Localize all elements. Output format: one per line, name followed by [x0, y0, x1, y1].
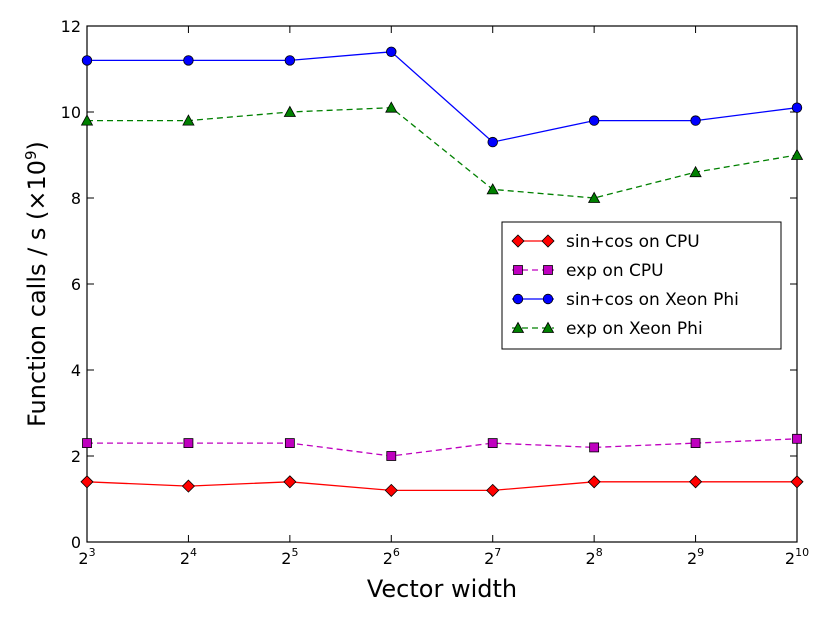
data-point [181, 479, 195, 493]
series-line [87, 107, 798, 199]
x-tick-label: 28 [586, 546, 603, 568]
data-point [487, 136, 498, 148]
x-tick-base: 2 [180, 549, 190, 568]
y-tick-label: 4 [71, 361, 81, 380]
data-point [690, 438, 701, 449]
data-point [283, 475, 297, 489]
x-tick-label: 210 [785, 546, 809, 568]
x-tick-label: 29 [687, 546, 704, 568]
y-axis-label-unit-prefix: (×10 [23, 160, 51, 220]
legend-marker [542, 293, 554, 305]
data-point [385, 101, 398, 113]
x-tick-label: 23 [78, 546, 95, 568]
x-tick-base: 2 [484, 549, 494, 568]
series-0 [80, 475, 804, 497]
data-point [284, 438, 295, 449]
x-tick-base: 2 [785, 549, 795, 568]
data-point [790, 148, 804, 160]
x-axis-label: Vector width [367, 575, 517, 603]
legend-marker [511, 321, 525, 333]
y-axis-label-unit-suffix: ) [23, 141, 51, 150]
data-point [384, 483, 398, 497]
legend-marker [541, 321, 555, 333]
y-tick-label: 0 [71, 533, 81, 552]
data-point [587, 475, 601, 489]
legend-marker [512, 293, 524, 305]
data-point [486, 483, 500, 497]
data-point [283, 105, 297, 117]
y-axis-label: Function calls / s (×109) [22, 141, 51, 427]
x-tick-exponent: 5 [291, 546, 298, 559]
data-point [386, 451, 397, 461]
data-point [486, 183, 499, 195]
x-tick-label: 27 [484, 546, 501, 568]
data-point [386, 46, 397, 58]
legend-label: sin+cos on Xeon Phi [566, 290, 739, 310]
series-line [87, 51, 798, 143]
series-line [87, 438, 798, 457]
legend-marker [541, 234, 555, 248]
x-tick-base: 2 [687, 549, 697, 568]
legend-marker [511, 234, 525, 248]
legend-marker [513, 265, 523, 275]
x-tick-label: 24 [180, 546, 197, 568]
x-tick-exponent: 4 [190, 546, 197, 559]
y-tick-label: 12 [61, 17, 81, 36]
y-axis-label-main: Function calls / s [23, 228, 51, 427]
data-point [792, 433, 802, 444]
data-point [689, 165, 702, 178]
data-point [790, 475, 804, 489]
x-tick-exponent: 6 [393, 546, 400, 559]
legend-label: sin+cos on CPU [566, 232, 700, 252]
y-tick-label: 8 [71, 189, 81, 208]
data-point [587, 191, 601, 203]
y-axis-label-unit-exp: 9 [22, 150, 40, 160]
x-tick-exponent: 3 [89, 546, 96, 559]
data-point [182, 114, 195, 126]
data-point [183, 55, 194, 66]
legend-item: exp on Xeon Phi [511, 319, 703, 339]
x-tick-exponent: 8 [596, 546, 603, 559]
data-point [82, 438, 92, 449]
x-tick-label: 25 [281, 546, 298, 568]
legend-label: exp on CPU [566, 261, 664, 281]
series-line [86, 481, 797, 492]
data-point [284, 55, 296, 66]
x-tick-base: 2 [586, 549, 596, 568]
data-point [689, 475, 703, 489]
series-3 [80, 101, 804, 203]
x-tick-base: 2 [78, 549, 88, 568]
data-point [80, 114, 94, 126]
x-tick-label: 26 [383, 546, 400, 568]
legend-item: sin+cos on Xeon Phi [512, 290, 739, 310]
data-point [589, 442, 600, 453]
x-tick-exponent: 10 [795, 546, 809, 559]
data-point [81, 55, 93, 66]
y-tick-label: 10 [61, 103, 81, 122]
legend-item: exp on CPU [512, 261, 664, 281]
legend-label: exp on Xeon Phi [566, 319, 703, 339]
series-2 [81, 46, 803, 148]
data-point [588, 115, 600, 126]
series-1 [82, 433, 802, 461]
x-tick-exponent: 7 [494, 546, 501, 559]
data-point [791, 102, 803, 113]
x-tick-exponent: 9 [697, 546, 704, 559]
y-tick-label: 2 [71, 447, 81, 466]
data-point [690, 115, 701, 126]
x-tick-base: 2 [383, 549, 393, 568]
legend-item: sin+cos on CPU [511, 232, 700, 252]
data-point [487, 438, 498, 449]
data-point [183, 438, 194, 449]
y-tick-label: 6 [71, 275, 81, 294]
legend-marker [543, 265, 553, 275]
x-tick-base: 2 [281, 549, 291, 568]
data-point [80, 475, 94, 489]
